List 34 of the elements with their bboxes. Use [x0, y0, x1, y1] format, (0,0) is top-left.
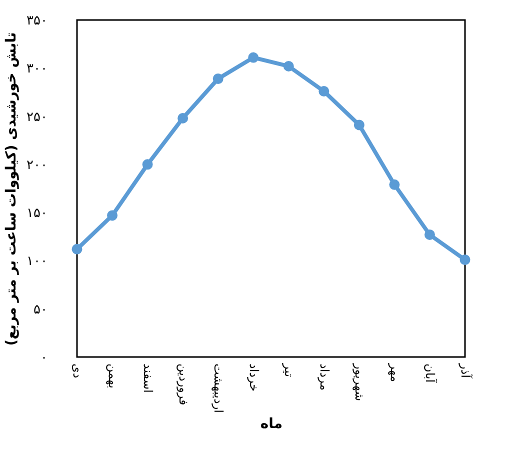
point — [248, 52, 259, 63]
x-tick-label: خرداد — [246, 364, 261, 392]
y-tick-label: ۳۵۰ — [26, 14, 48, 28]
x-tick-label: اردیبهشت — [212, 364, 226, 413]
y-tick-label: ۱۵۰ — [26, 206, 48, 222]
x-tick-label: مرداد — [317, 364, 332, 391]
point — [212, 74, 224, 84]
x-tick-label: فروردین — [176, 364, 190, 406]
point — [424, 229, 435, 240]
point — [460, 254, 470, 265]
y-axis-title: تابش خورشیدی (کیلووات ساعت بر متر مربع) — [4, 32, 20, 346]
point — [354, 120, 364, 130]
x-tick-label: آبان — [423, 364, 438, 384]
x-tick-label: آذر — [458, 362, 474, 379]
x-tick-label: تیر — [282, 362, 296, 378]
point — [72, 244, 82, 254]
point — [389, 179, 400, 190]
point — [142, 159, 153, 170]
y-tick-label: ۳۰۰ — [26, 62, 48, 77]
point — [178, 112, 188, 124]
x-tick-label: دی — [70, 364, 84, 378]
y-tick-label: ۵۰ — [34, 302, 48, 318]
y-tick-label: ۱۰۰ — [26, 254, 48, 270]
point — [107, 210, 118, 221]
x-tick-label: اسفند — [141, 364, 156, 393]
x-tick-label: بهمن — [106, 364, 120, 388]
point — [283, 60, 294, 72]
x-axis-title: ماه — [260, 416, 283, 432]
x-tick-label: شهریور — [352, 362, 367, 402]
point — [318, 86, 330, 96]
y-tick-label: ۲۰۰ — [26, 158, 48, 173]
x-tick-label: مهر — [388, 362, 402, 382]
y-tick-label: ۲۵۰ — [26, 110, 48, 125]
y-tick-label: ۰ — [40, 350, 48, 366]
